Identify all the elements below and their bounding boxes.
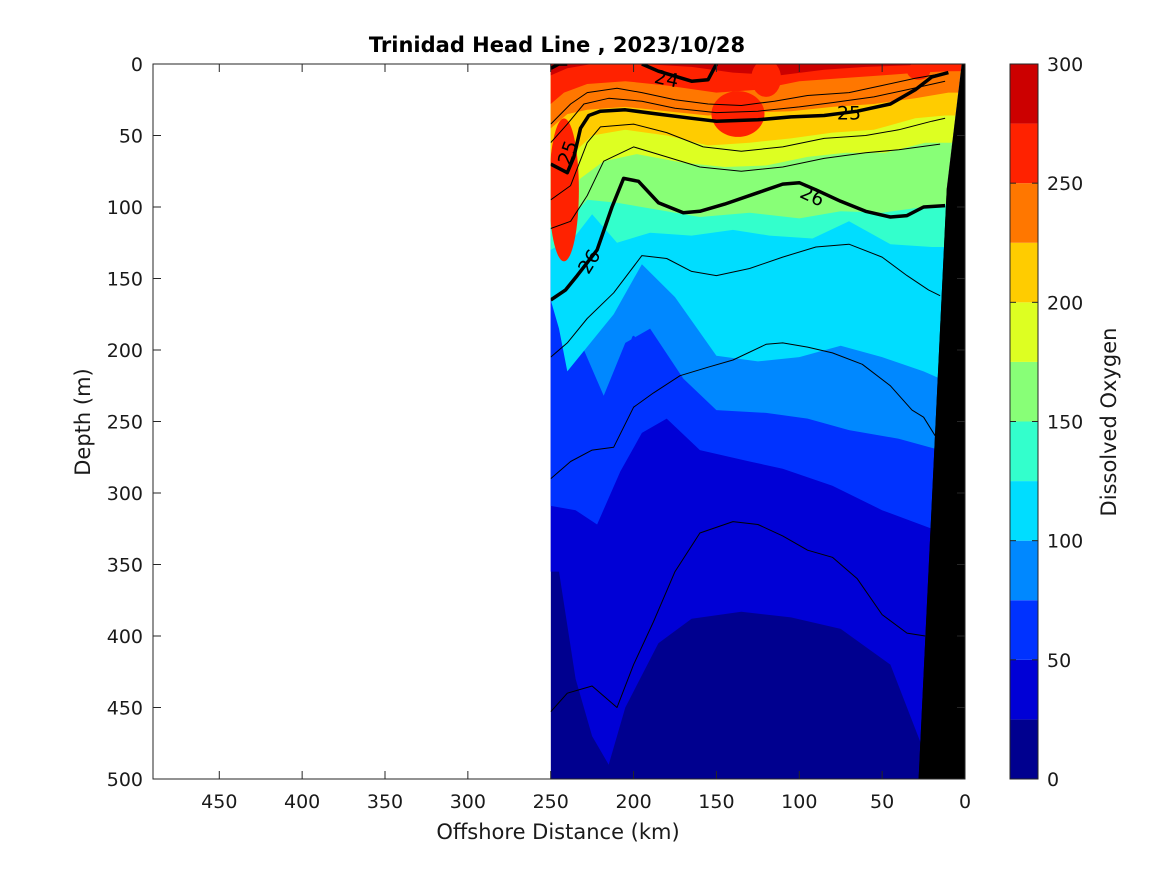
- y-tick-label: 200: [107, 340, 143, 362]
- colorbar-band: [1010, 540, 1038, 601]
- x-tick-label: 50: [870, 791, 894, 813]
- x-tick-label: 450: [201, 791, 237, 813]
- y-tick-label: 500: [107, 769, 143, 791]
- density-contour-24: [550, 64, 568, 70]
- contour-label-25: 25: [837, 103, 861, 125]
- colorbar-band: [1010, 659, 1038, 720]
- x-tick-label: 100: [781, 791, 817, 813]
- density-contour-24.8: [550, 80, 946, 144]
- density-contour-25: [550, 70, 949, 175]
- x-tick-label: 200: [615, 791, 651, 813]
- y-tick-label: 400: [107, 626, 143, 648]
- seafloor-wedge: [918, 64, 965, 779]
- colorbar-tick-label: 50: [1047, 650, 1071, 672]
- x-axis-label: Offshore Distance (km): [436, 820, 679, 844]
- density-contour-24-b: [641, 64, 718, 83]
- x-tick-label: 150: [698, 791, 734, 813]
- density-contour-26: [550, 176, 946, 302]
- oxygen-patch-3: [907, 64, 931, 80]
- y-tick-label: 350: [107, 555, 143, 577]
- y-tick-label: 150: [107, 269, 143, 291]
- colorbar-tick-label: 150: [1047, 412, 1083, 434]
- y-tick-label: 100: [107, 197, 143, 219]
- colorbar-band: [1010, 183, 1038, 243]
- colorbar-band: [1010, 302, 1038, 362]
- density-contour-26.3: [550, 243, 941, 358]
- colorbar-tick-label: 250: [1047, 173, 1083, 195]
- colorbar-band: [1010, 242, 1038, 303]
- colorbar-band: [1010, 64, 1038, 124]
- oxygen-patch-1: [711, 91, 765, 137]
- colorbar-band: [1010, 123, 1038, 184]
- contour-label-24: 24: [652, 66, 680, 93]
- colorbar-band: [1010, 361, 1038, 422]
- colorbar-tick-label: 100: [1047, 531, 1083, 553]
- oxygen-patch-2: [751, 64, 782, 97]
- x-tick-label: 400: [284, 791, 320, 813]
- x-axis: 450 400 350 300 250 200 150 100 50 0: [201, 64, 971, 813]
- y-axis: 0 50 100 150 200 250 300 350 400 450 500: [107, 54, 965, 791]
- density-contour-24.5: [550, 73, 941, 125]
- y-axis-label: Depth (m): [71, 368, 95, 475]
- x-tick-label: 350: [367, 791, 403, 813]
- x-tick-label: 300: [450, 791, 486, 813]
- density-contour-25.6: [550, 143, 941, 229]
- colorbar-band: [1010, 481, 1038, 541]
- chart-title: Trinidad Head Line , 2023/10/28: [369, 33, 745, 57]
- y-tick-label: 0: [131, 54, 143, 76]
- x-tick-label: 0: [959, 791, 971, 813]
- colorbar-band: [1010, 600, 1038, 660]
- colorbar-band: [1010, 421, 1038, 482]
- density-contours: [550, 64, 949, 713]
- y-tick-label: 50: [119, 126, 143, 148]
- y-tick-label: 300: [107, 483, 143, 505]
- y-tick-label: 250: [107, 412, 143, 434]
- oxygen-patch-4: [630, 335, 637, 365]
- density-contour-25.3: [550, 117, 946, 201]
- colorbar-band: [1010, 719, 1038, 779]
- colorbar-tick-label: 300: [1047, 54, 1083, 76]
- density-contour-26.5: [550, 342, 936, 480]
- y-tick-label: 450: [107, 698, 143, 720]
- x-tick-label: 250: [533, 791, 569, 813]
- oxygen-field: [550, 64, 965, 779]
- colorbar-label: Dissolved Oxygen: [1097, 328, 1121, 517]
- colorbar: 0 50 100 150 200 250 300: [1009, 54, 1083, 791]
- colorbar-tick-label: 0: [1047, 769, 1059, 791]
- density-contour-26.65: [550, 521, 926, 713]
- colorbar-tick-label: 200: [1047, 292, 1083, 314]
